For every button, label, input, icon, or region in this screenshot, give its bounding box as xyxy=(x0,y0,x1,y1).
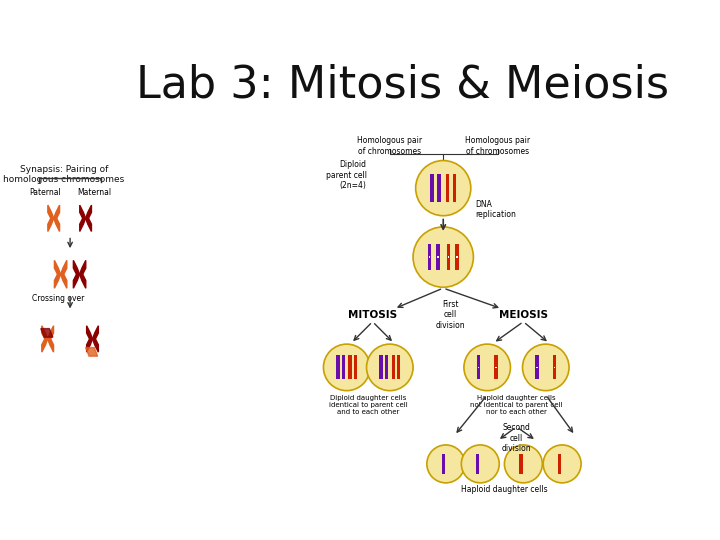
Text: Homologous pair
of chromosomes: Homologous pair of chromosomes xyxy=(357,137,423,156)
Bar xyxy=(354,355,357,380)
Bar xyxy=(437,256,439,258)
Text: Haploid daughter cells: Haploid daughter cells xyxy=(461,485,548,495)
Polygon shape xyxy=(86,348,98,356)
Bar xyxy=(477,367,480,368)
Polygon shape xyxy=(80,260,86,276)
Bar xyxy=(397,355,400,380)
Bar xyxy=(379,355,383,380)
Bar xyxy=(455,257,459,270)
Bar xyxy=(519,454,523,474)
Bar xyxy=(436,257,440,270)
Bar xyxy=(428,257,431,270)
Polygon shape xyxy=(41,329,53,337)
Polygon shape xyxy=(73,260,80,276)
Bar xyxy=(494,355,498,367)
Bar xyxy=(536,355,539,367)
Bar xyxy=(553,367,556,380)
Polygon shape xyxy=(86,205,91,220)
Polygon shape xyxy=(55,273,60,288)
Ellipse shape xyxy=(464,344,510,390)
Polygon shape xyxy=(86,326,92,340)
Bar xyxy=(495,367,497,368)
Bar xyxy=(428,256,431,258)
Bar xyxy=(336,355,340,380)
Bar xyxy=(476,454,480,474)
Text: Crossing over: Crossing over xyxy=(32,294,84,303)
Polygon shape xyxy=(86,217,91,232)
Text: First
cell
division: First cell division xyxy=(436,300,465,330)
Text: Maternal: Maternal xyxy=(77,188,112,197)
Text: Paternal: Paternal xyxy=(30,188,61,197)
Bar xyxy=(446,244,450,257)
Bar xyxy=(536,367,538,368)
Polygon shape xyxy=(60,273,67,288)
Bar xyxy=(341,355,345,380)
Ellipse shape xyxy=(505,445,542,483)
Bar xyxy=(431,174,433,202)
Bar xyxy=(494,367,498,380)
Bar xyxy=(558,454,562,474)
Ellipse shape xyxy=(543,445,581,483)
Polygon shape xyxy=(54,217,60,232)
Text: DNA
replication: DNA replication xyxy=(475,200,516,219)
Text: Haploid daughter cells
not identical to parent cell
nor to each other: Haploid daughter cells not identical to … xyxy=(470,395,563,415)
Bar xyxy=(392,355,395,380)
Text: Homologous pair
of chromosomes: Homologous pair of chromosomes xyxy=(465,137,530,156)
Bar xyxy=(477,367,480,380)
Text: Lab 3: Mitosis & Meiosis: Lab 3: Mitosis & Meiosis xyxy=(135,63,669,106)
Text: Diploid
parent cell
(2n=4): Diploid parent cell (2n=4) xyxy=(325,160,366,190)
Polygon shape xyxy=(60,260,67,276)
Bar xyxy=(448,256,449,258)
Polygon shape xyxy=(54,205,60,220)
Text: Synapsis: Pairing of
homologous chromosomes: Synapsis: Pairing of homologous chromoso… xyxy=(4,165,125,184)
Ellipse shape xyxy=(415,160,471,215)
Polygon shape xyxy=(92,338,99,352)
Bar xyxy=(446,257,450,270)
Bar xyxy=(436,244,440,257)
Polygon shape xyxy=(48,217,54,232)
Polygon shape xyxy=(80,217,86,232)
Bar xyxy=(456,256,458,258)
Polygon shape xyxy=(48,338,53,352)
Polygon shape xyxy=(80,273,86,288)
Polygon shape xyxy=(80,205,86,220)
Bar xyxy=(553,355,556,367)
Text: Second
cell
division: Second cell division xyxy=(502,423,531,453)
Ellipse shape xyxy=(523,344,569,390)
Bar xyxy=(437,174,441,202)
Bar xyxy=(477,355,480,367)
Ellipse shape xyxy=(366,344,413,390)
Bar xyxy=(348,355,352,380)
Bar xyxy=(536,367,539,380)
Polygon shape xyxy=(42,326,48,340)
Ellipse shape xyxy=(427,445,465,483)
Polygon shape xyxy=(73,273,80,288)
Polygon shape xyxy=(48,326,53,340)
Bar xyxy=(428,244,431,257)
Text: Diploid daughter cells
identical to parent cell
and to each other: Diploid daughter cells identical to pare… xyxy=(329,395,408,415)
Polygon shape xyxy=(55,260,60,276)
Ellipse shape xyxy=(413,227,473,287)
Polygon shape xyxy=(48,205,54,220)
Ellipse shape xyxy=(323,344,370,390)
Bar xyxy=(384,355,388,380)
Bar xyxy=(455,244,459,257)
Bar xyxy=(446,174,449,202)
Polygon shape xyxy=(92,326,99,340)
Bar xyxy=(554,367,555,368)
Bar xyxy=(441,454,445,474)
Polygon shape xyxy=(86,338,92,352)
Text: MITOSIS: MITOSIS xyxy=(348,310,397,320)
Polygon shape xyxy=(42,338,48,352)
Text: MEIOSIS: MEIOSIS xyxy=(499,310,548,320)
Bar xyxy=(453,174,456,202)
Ellipse shape xyxy=(462,445,499,483)
